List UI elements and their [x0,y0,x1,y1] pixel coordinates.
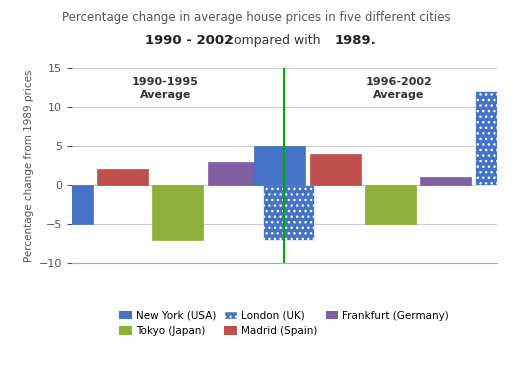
Bar [475,91,512,185]
Bar [420,177,471,185]
Bar [254,146,305,185]
Legend: New York (USA), Tokyo (Japan), London (UK), Madrid (Spain), Frankfurt (Germany): New York (USA), Tokyo (Japan), London (U… [115,306,454,340]
Text: 1989.: 1989. [335,34,377,47]
Text: compared with: compared with [223,34,325,47]
Text: Percentage change in average house prices in five different cities: Percentage change in average house price… [61,11,451,24]
Bar [365,185,416,224]
Bar [263,185,314,240]
Text: 1990-1995
Average: 1990-1995 Average [132,77,199,100]
Text: 1990 - 2002: 1990 - 2002 [145,34,233,47]
Text: 1996-2002
Average: 1996-2002 Average [366,77,432,100]
Y-axis label: Percentage change from 1989 prices: Percentage change from 1989 prices [25,69,34,262]
Bar [153,185,203,240]
Bar [208,162,259,185]
Bar [310,154,360,185]
Bar [97,169,148,185]
Bar [42,185,93,224]
